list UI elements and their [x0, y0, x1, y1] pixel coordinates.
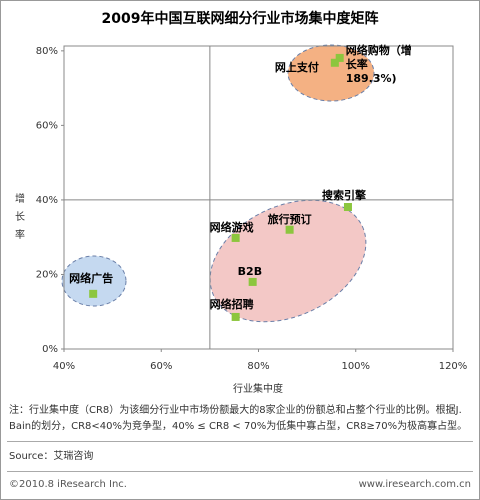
point	[335, 53, 344, 62]
point-label: B2B	[237, 264, 263, 278]
divider	[7, 441, 473, 442]
x-tick-label: 60%	[150, 361, 172, 372]
point-label: 网上支付	[274, 60, 319, 74]
x-tick-label: 80%	[247, 361, 269, 372]
point	[248, 277, 257, 286]
point-label: 旅行预订	[267, 212, 312, 226]
y-tick-label: 40%	[36, 195, 58, 206]
point	[285, 225, 294, 234]
y-tick-label: 60%	[36, 120, 58, 131]
point	[231, 312, 240, 321]
copyright: ©2010.8 iResearch Inc.	[9, 479, 127, 490]
y-axis-label: 增长率	[15, 194, 25, 241]
point-label: 网络游戏	[209, 220, 254, 234]
point-label: 网络广告	[69, 271, 114, 285]
point	[89, 289, 98, 298]
cluster-ellipse	[61, 255, 127, 307]
point	[231, 233, 240, 242]
cluster-ellipse	[287, 44, 375, 102]
divider	[7, 471, 473, 472]
y-tick-label: 80%	[36, 46, 58, 57]
x-tick-label: 120%	[439, 361, 468, 372]
x-tick-label: 40%	[53, 361, 75, 372]
source: Source：艾瑞咨询	[9, 451, 94, 462]
chart-title: 2009年中国互联网细分行业市场集中度矩阵	[102, 10, 379, 27]
x-tick-label: 100%	[341, 361, 370, 372]
point	[343, 203, 352, 212]
url: www.iresearch.com.cn	[358, 479, 471, 490]
point-label: 搜索引擎	[321, 189, 366, 202]
note: 注：行业集中度（CR8）为该细分行业中市场份额最大的8家企业的份额总和占整个行业…	[9, 405, 468, 432]
point-label: 网络招聘	[209, 297, 254, 311]
point-label: 网络购物（增长率189.3%)	[345, 43, 412, 85]
x-axis-label: 行业集中度	[233, 382, 283, 395]
y-tick-label: 0%	[42, 344, 58, 355]
point	[330, 58, 339, 67]
y-tick-label: 20%	[36, 269, 58, 280]
cluster-ellipse	[209, 199, 367, 323]
